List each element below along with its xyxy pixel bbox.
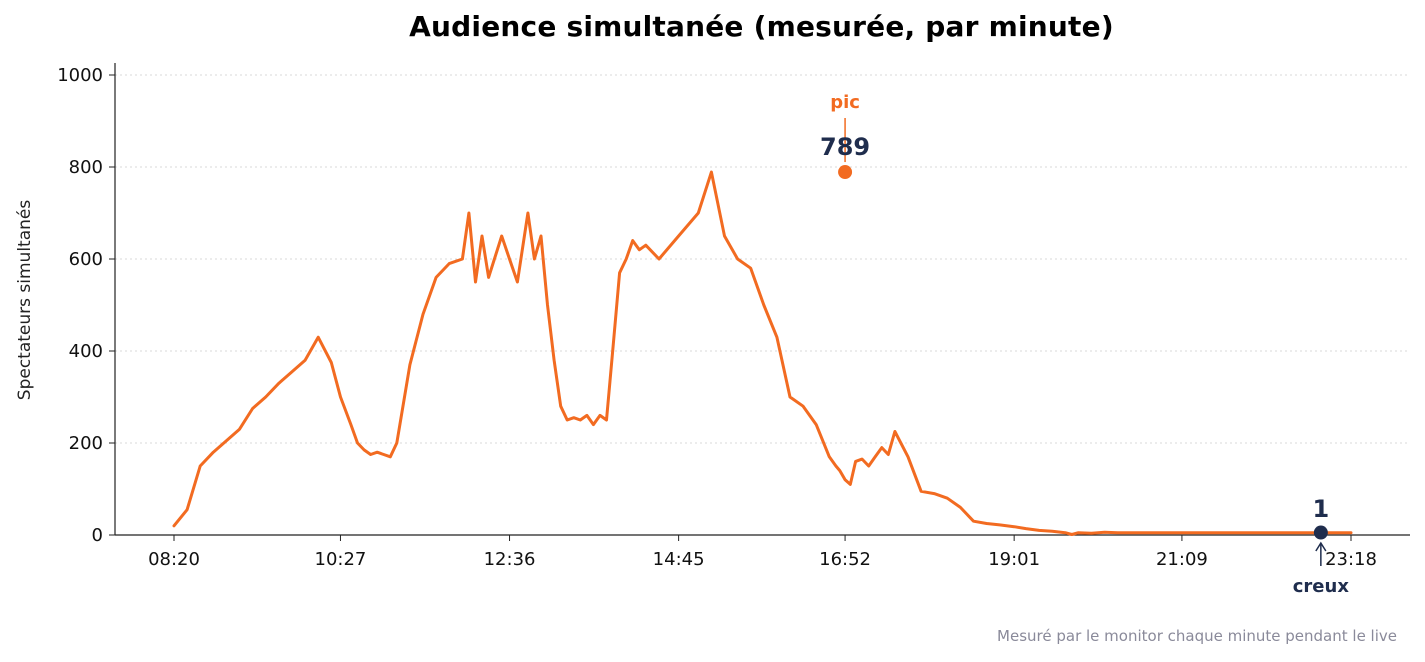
y-tick-label: 400 bbox=[69, 341, 103, 362]
trough-value: 1 bbox=[1313, 495, 1330, 523]
x-tick-label: 10:27 bbox=[315, 549, 367, 570]
x-tick-label: 08:20 bbox=[148, 549, 200, 570]
series-layer bbox=[172, 170, 1353, 536]
series-line bbox=[172, 170, 1353, 536]
x-tick-label: 21:09 bbox=[1156, 549, 1208, 570]
y-tick-label: 0 bbox=[92, 525, 103, 546]
y-tick-label: 200 bbox=[69, 433, 103, 454]
x-tick-label: 23:18 bbox=[1325, 549, 1377, 570]
peak-label: pic bbox=[830, 92, 860, 113]
axes bbox=[109, 63, 1410, 541]
footnote: Mesuré par le monitor chaque minute pend… bbox=[997, 627, 1397, 645]
annotations: pic 789 1 creux bbox=[820, 92, 1349, 597]
x-tick-label: 16:52 bbox=[819, 549, 871, 570]
x-tick-label: 14:45 bbox=[653, 549, 705, 570]
y-axis-label: Spectateurs simultanés bbox=[15, 200, 35, 401]
x-tick-label: 12:36 bbox=[484, 549, 536, 570]
y-tick-label: 800 bbox=[69, 157, 103, 178]
y-tick-label: 600 bbox=[69, 249, 103, 270]
tick-labels: 0 200 400 600 800 1000 08:20 10:27 12:36 14:45 16:… bbox=[57, 65, 1377, 570]
chart-title: Audience simultanée (mesurée, par minute… bbox=[409, 10, 1114, 43]
peak-point bbox=[838, 165, 853, 180]
y-tick-label: 1000 bbox=[57, 65, 103, 86]
trough-label: creux bbox=[1293, 576, 1350, 597]
trough-arrow-head bbox=[1315, 541, 1327, 552]
x-tick-label: 19:01 bbox=[988, 549, 1040, 570]
peak-value: 789 bbox=[820, 133, 870, 161]
grid-lines bbox=[115, 74, 1410, 444]
trough-point bbox=[1313, 525, 1328, 540]
